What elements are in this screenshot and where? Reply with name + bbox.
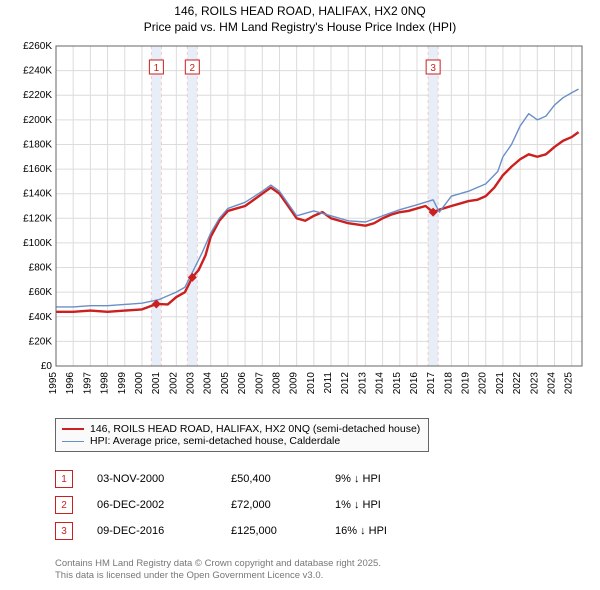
sales-table: 1 03-NOV-2000 £50,400 9% ↓ HPI 2 06-DEC-2…: [55, 470, 425, 548]
legend-item: HPI: Average price, semi-detached house,…: [62, 435, 420, 447]
svg-text:2022: 2022: [512, 372, 523, 395]
svg-text:£20K: £20K: [29, 336, 53, 347]
svg-text:1999: 1999: [117, 372, 128, 395]
legend-label: HPI: Average price, semi-detached house,…: [90, 435, 340, 447]
svg-text:£60K: £60K: [29, 287, 53, 298]
svg-text:£140K: £140K: [23, 189, 52, 200]
sale-price: £125,000: [231, 525, 311, 537]
svg-text:2011: 2011: [323, 372, 334, 394]
svg-text:1995: 1995: [48, 372, 59, 395]
svg-text:3: 3: [430, 63, 436, 74]
sale-date: 06-DEC-2002: [97, 499, 207, 511]
svg-text:1996: 1996: [65, 372, 76, 395]
svg-text:£100K: £100K: [23, 238, 52, 249]
svg-text:£240K: £240K: [23, 66, 52, 77]
svg-text:2013: 2013: [357, 372, 368, 395]
sale-price: £72,000: [231, 499, 311, 511]
svg-text:2019: 2019: [461, 372, 472, 395]
attribution: Contains HM Land Registry data © Crown c…: [55, 558, 381, 582]
attribution-line-1: Contains HM Land Registry data © Crown c…: [55, 558, 381, 570]
svg-text:£40K: £40K: [29, 312, 53, 323]
svg-text:2025: 2025: [564, 372, 575, 395]
sale-marker: 3: [55, 522, 73, 540]
sale-marker: 2: [55, 496, 73, 514]
svg-text:2000: 2000: [134, 372, 145, 395]
svg-text:2010: 2010: [306, 372, 317, 395]
svg-text:1: 1: [154, 63, 160, 74]
sales-row: 2 06-DEC-2002 £72,000 1% ↓ HPI: [55, 496, 425, 514]
svg-text:2016: 2016: [409, 372, 420, 395]
svg-text:£0: £0: [41, 361, 53, 372]
svg-text:£200K: £200K: [23, 115, 52, 126]
svg-text:2005: 2005: [220, 372, 231, 395]
attribution-line-2: This data is licensed under the Open Gov…: [55, 570, 381, 582]
svg-text:2014: 2014: [375, 372, 386, 395]
svg-text:2008: 2008: [271, 372, 282, 395]
legend-item: 146, ROILS HEAD ROAD, HALIFAX, HX2 0NQ (…: [62, 423, 420, 435]
svg-text:2017: 2017: [426, 372, 437, 395]
chart-legend: 146, ROILS HEAD ROAD, HALIFAX, HX2 0NQ (…: [55, 418, 429, 452]
svg-text:2002: 2002: [168, 372, 179, 395]
svg-text:2020: 2020: [478, 372, 489, 395]
svg-text:2001: 2001: [151, 372, 162, 395]
svg-text:2012: 2012: [340, 372, 351, 395]
svg-text:£220K: £220K: [23, 90, 52, 101]
svg-text:2018: 2018: [443, 372, 454, 395]
svg-text:2: 2: [190, 63, 196, 74]
chart-svg: £0 £20K £40K £60K £80K £100K £120K £140K £160K £1…: [12, 42, 588, 412]
legend-swatch: [62, 441, 84, 442]
svg-text:1998: 1998: [100, 372, 111, 395]
sale-vs-hpi: 9% ↓ HPI: [335, 473, 425, 485]
chart-title-block: 146, ROILS HEAD ROAD, HALIFAX, HX2 0NQ P…: [0, 0, 600, 35]
legend-swatch: [62, 428, 84, 430]
sale-price: £50,400: [231, 473, 311, 485]
svg-text:£80K: £80K: [29, 263, 53, 274]
svg-text:2004: 2004: [203, 372, 214, 395]
svg-text:2023: 2023: [529, 372, 540, 395]
sale-marker: 1: [55, 470, 73, 488]
svg-text:2003: 2003: [186, 372, 197, 395]
svg-text:1997: 1997: [82, 372, 93, 395]
svg-text:£180K: £180K: [23, 139, 52, 150]
svg-text:2007: 2007: [254, 372, 265, 395]
svg-text:2015: 2015: [392, 372, 403, 395]
svg-text:£160K: £160K: [23, 164, 52, 175]
sale-date: 09-DEC-2016: [97, 525, 207, 537]
sale-date: 03-NOV-2000: [97, 473, 207, 485]
title-line-2: Price paid vs. HM Land Registry's House …: [0, 20, 600, 36]
title-line-1: 146, ROILS HEAD ROAD, HALIFAX, HX2 0NQ: [0, 4, 600, 20]
svg-text:£260K: £260K: [23, 42, 52, 52]
svg-text:2021: 2021: [495, 372, 506, 395]
legend-label: 146, ROILS HEAD ROAD, HALIFAX, HX2 0NQ (…: [90, 423, 420, 435]
svg-text:£120K: £120K: [23, 213, 52, 224]
sale-vs-hpi: 1% ↓ HPI: [335, 499, 425, 511]
price-chart: £0 £20K £40K £60K £80K £100K £120K £140K £160K £1…: [12, 42, 588, 412]
sale-vs-hpi: 16% ↓ HPI: [335, 525, 425, 537]
svg-text:2006: 2006: [237, 372, 248, 395]
svg-text:2024: 2024: [546, 372, 557, 395]
svg-text:2009: 2009: [289, 372, 300, 395]
sales-row: 1 03-NOV-2000 £50,400 9% ↓ HPI: [55, 470, 425, 488]
sales-row: 3 09-DEC-2016 £125,000 16% ↓ HPI: [55, 522, 425, 540]
